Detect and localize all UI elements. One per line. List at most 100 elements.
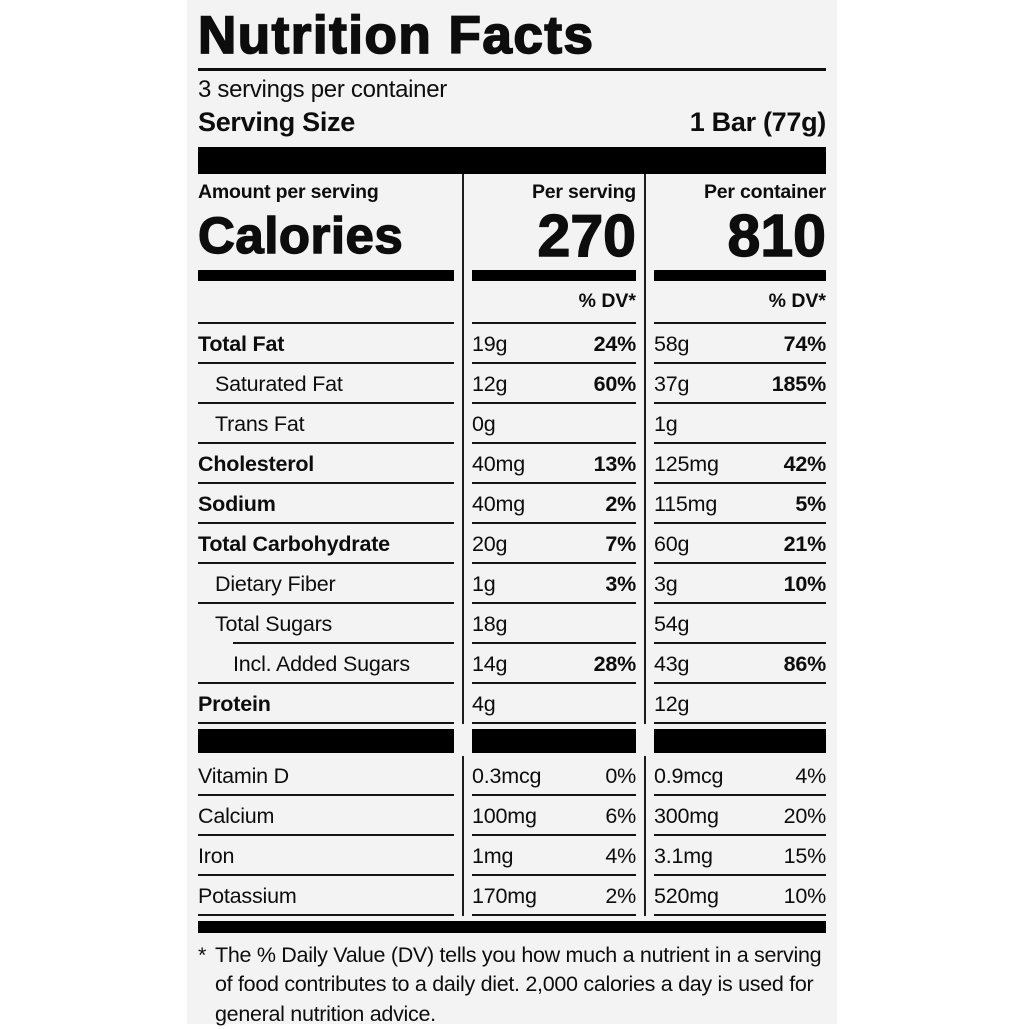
column-divider — [644, 404, 646, 445]
nutrient-row-cholesterol: Cholesterol 40mg 13% 125mg 42% — [198, 444, 827, 485]
per-container-dv: 185% — [771, 371, 826, 396]
per-container-dv: 42% — [783, 451, 827, 476]
nutrient-name: Total Fat — [198, 331, 285, 356]
top-thick-bar — [198, 147, 826, 175]
per-serving-amount: 4g — [472, 691, 496, 716]
per-serving-amount: 1mg — [472, 843, 514, 868]
per-container-dv: 86% — [783, 651, 827, 676]
footnote-asterisk: * — [198, 943, 207, 968]
vitamin-row-potassium: Potassium 170mg 2% 520mg 10% — [198, 876, 827, 917]
per-serving-dv: 7% — [605, 531, 636, 556]
serving-size-label: Serving Size — [198, 107, 355, 138]
nutrient-row-trans-fat: Trans Fat 0g 1g — [198, 404, 826, 445]
vitamin-row-iron: Iron 1mg 4% 3.1mg 15% — [198, 836, 827, 877]
column-divider — [644, 756, 646, 797]
per-serving-dv: 4% — [605, 843, 636, 868]
nutrient-row-dietary-fiber: Dietary Fiber 1g 3% 3g 10% — [198, 564, 827, 605]
per-serving-calories-cell: Per serving 270 % DV* — [472, 174, 637, 325]
vitamin-row-vitamin-d: Vitamin D 0.3mcg 0% 0.9mcg 4% — [198, 756, 826, 797]
per-serving-calories-value: 270 — [537, 203, 637, 270]
per-container-amount: 125mg — [654, 451, 719, 476]
column-divider — [644, 604, 646, 645]
per-serving-dv: 3% — [605, 571, 636, 596]
column-divider — [462, 836, 464, 877]
dv-column-header: % DV* — [768, 290, 826, 313]
per-serving-dv: 2% — [605, 491, 636, 516]
column-divider — [644, 364, 646, 405]
nutrient-name: Vitamin D — [198, 763, 290, 788]
per-container-amount: 54g — [654, 611, 690, 636]
nutrient-name: Saturated Fat — [215, 371, 343, 396]
per-serving-amount: 0g — [472, 411, 496, 436]
nutrient-row-saturated-fat: Saturated Fat 12g 60% 37g 185% — [198, 364, 826, 405]
per-container-amount: 1g — [654, 411, 678, 436]
column-divider — [462, 524, 464, 565]
column-divider — [644, 684, 646, 725]
nutrient-row-total-fat: Total Fat 19g 24% 58g 74% — [198, 324, 827, 365]
section-separator-bars — [198, 724, 826, 756]
column-divider — [462, 444, 464, 485]
per-serving-dv: 2% — [605, 883, 636, 908]
separator-bar — [472, 729, 636, 754]
footnote-text: The % Daily Value (DV) tells you how muc… — [215, 943, 822, 1026]
column-divider — [462, 684, 464, 725]
nutrient-name: Total Sugars — [215, 611, 333, 636]
calories-underbar — [654, 270, 826, 282]
vitamin-row-calcium: Calcium 100mg 6% 300mg 20% — [198, 796, 827, 837]
per-container-dv: 4% — [795, 763, 826, 788]
column-divider — [462, 364, 464, 405]
column-divider — [462, 174, 464, 325]
column-divider — [462, 484, 464, 525]
per-serving-amount: 1g — [472, 571, 496, 596]
per-container-amount: 520mg — [654, 883, 719, 908]
column-divider — [644, 876, 646, 917]
nutrient-row-total-sugars: Total Sugars 18g 54g — [198, 604, 826, 645]
nutrient-row-sodium: Sodium 40mg 2% 115mg 5% — [198, 484, 826, 525]
nutrient-row-added-sugars: Incl. Added Sugars 14g 28% 43g 86% — [198, 644, 827, 685]
per-container-calories-cell: Per container 810 % DV* — [654, 174, 827, 325]
nutrient-name: Iron — [198, 843, 235, 868]
per-serving-dv: 13% — [593, 451, 637, 476]
nutrient-name: Sodium — [198, 491, 276, 516]
per-container-amount: 115mg — [654, 491, 718, 516]
column-divider — [462, 644, 464, 685]
amount-per-serving-label: Amount per serving — [198, 181, 379, 204]
column-divider — [644, 796, 646, 837]
per-container-amount: 43g — [654, 651, 690, 676]
column-divider — [644, 444, 646, 485]
calories-underbar — [198, 270, 454, 282]
column-divider — [462, 876, 464, 917]
column-divider — [644, 644, 646, 685]
per-serving-dv: 24% — [593, 331, 637, 356]
per-serving-amount: 170mg — [472, 883, 537, 908]
per-serving-amount: 0.3mcg — [472, 763, 542, 788]
per-container-dv: 10% — [783, 571, 827, 596]
nutrient-name: Potassium — [198, 883, 297, 908]
nutrient-name: Total Carbohydrate — [198, 531, 390, 556]
per-container-amount: 58g — [654, 331, 690, 356]
column-divider — [462, 756, 464, 797]
per-container-dv: 20% — [783, 803, 827, 828]
per-serving-amount: 14g — [472, 651, 508, 676]
nutrient-name: Cholesterol — [198, 451, 315, 476]
dv-column-header: % DV* — [578, 290, 636, 313]
per-container-dv: 10% — [783, 883, 827, 908]
per-serving-amount: 40mg — [472, 491, 525, 516]
nutrition-facts-label: Nutrition Facts 3 servings per container… — [187, 0, 837, 1026]
column-divider — [644, 836, 646, 877]
column-divider — [644, 524, 646, 565]
calories-label: Calories — [197, 206, 404, 265]
per-container-amount: 60g — [654, 531, 690, 556]
per-container-amount: 12g — [654, 691, 690, 716]
nutrient-row-total-carbohydrate: Total Carbohydrate 20g 7% 60g 21% — [198, 524, 826, 565]
per-container-dv: 74% — [783, 331, 827, 356]
per-serving-amount: 100mg — [472, 803, 537, 828]
per-container-calories-value: 810 — [727, 203, 827, 270]
column-divider — [644, 174, 646, 325]
per-serving-dv: 60% — [593, 371, 637, 396]
per-container-amount: 0.9mcg — [654, 763, 724, 788]
per-container-label: Per container — [703, 181, 826, 204]
per-container-dv: 15% — [783, 843, 827, 868]
per-container-amount: 300mg — [654, 803, 719, 828]
column-divider — [644, 324, 646, 365]
